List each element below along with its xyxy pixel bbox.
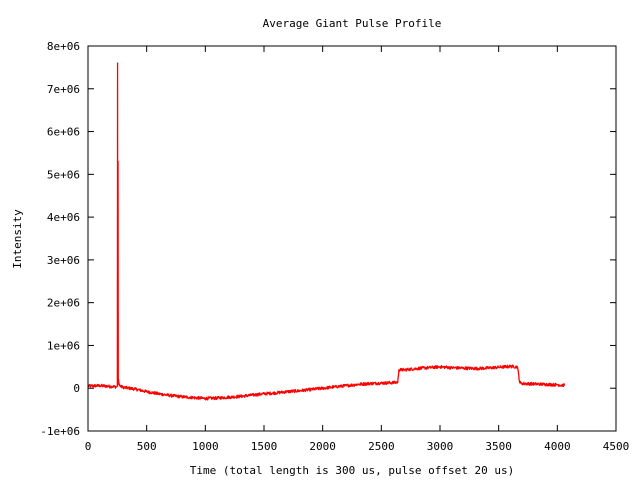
data-point: [117, 379, 120, 381]
data-point: [415, 367, 418, 370]
y-axis-label: Intensity: [11, 209, 24, 269]
data-point: [119, 385, 121, 387]
y-tick-label: 7e+06: [47, 83, 80, 96]
data-point: [193, 397, 195, 399]
y-tick-label: 8e+06: [47, 40, 80, 53]
data-point: [116, 62, 119, 64]
plot-frame: [87, 45, 617, 432]
data-point: [115, 386, 117, 388]
data-point: [404, 369, 406, 371]
x-tick-label: 3500: [485, 440, 512, 453]
x-tick-label: 2000: [309, 440, 336, 453]
data-point: [157, 393, 159, 395]
data-point: [516, 366, 519, 368]
data-point: [392, 382, 394, 384]
data-point: [118, 381, 120, 383]
y-tick-label: 3e+06: [47, 254, 80, 267]
y-tick-label: 6e+06: [47, 126, 80, 139]
data-point: [398, 369, 400, 371]
data-point: [116, 385, 118, 387]
data-point: [519, 382, 521, 384]
axis-ticks: 0 500 1000 1500 2000 2500 3000 3500 4000 4500 -1e+…: [40, 40, 629, 453]
data-point: [181, 396, 183, 398]
data-point: [397, 381, 399, 383]
data-point: [509, 365, 511, 368]
data-point: [275, 392, 277, 394]
data-point: [99, 385, 101, 387]
x-tick-label: 1500: [251, 440, 278, 453]
data-point: [286, 391, 289, 393]
data-point: [322, 387, 324, 389]
x-tick-label: 4500: [603, 440, 630, 453]
data-point: [146, 391, 148, 393]
x-tick-label: 4000: [544, 440, 571, 453]
x-tick-label: 1000: [192, 440, 219, 453]
data-point: [380, 382, 382, 384]
data-point: [486, 367, 488, 369]
y-tick-label: 5e+06: [47, 168, 80, 181]
data-point: [118, 383, 121, 385]
data-point: [263, 393, 265, 395]
y-tick-label: 1e+06: [47, 339, 80, 352]
y-tick-label: 2e+06: [47, 297, 80, 310]
data-point: [369, 382, 371, 385]
data-point: [117, 383, 119, 385]
data-point: [251, 394, 253, 396]
data-point: [122, 386, 124, 388]
data-point: [239, 395, 242, 397]
data-point: [556, 384, 558, 386]
data-point: [110, 385, 113, 388]
data-point: [204, 397, 206, 400]
data-point: [451, 367, 453, 369]
y-tick-label: 0: [73, 382, 80, 395]
data-point: [117, 160, 119, 163]
x-tick-label: 3000: [427, 440, 454, 453]
data-point: [357, 383, 359, 385]
data-point: [498, 366, 500, 368]
data-point: [216, 397, 218, 399]
data-point: [120, 385, 122, 388]
y-tick-label: -1e+06: [40, 425, 80, 438]
x-tick-label: 0: [85, 440, 92, 453]
x-tick-label: 2500: [368, 440, 395, 453]
data-point: [298, 390, 300, 392]
x-tick-label: 500: [137, 440, 157, 453]
data-point: [117, 374, 119, 376]
series-line: [87, 62, 566, 401]
data-point: [521, 382, 523, 385]
data-point: [462, 367, 465, 369]
data-point: [333, 386, 335, 388]
data-point: [345, 385, 347, 387]
data-point: [310, 388, 312, 391]
data-point: [439, 366, 441, 368]
chart-title: Average Giant Pulse Profile: [263, 17, 442, 30]
data-point: [545, 383, 547, 385]
plot-area: [87, 62, 566, 401]
x-axis-label: Time (total length is 300 us, pulse offs…: [190, 464, 515, 477]
data-point: [474, 367, 476, 370]
data-point: [169, 394, 171, 397]
data-point: [134, 388, 136, 390]
data-point: [228, 396, 230, 398]
data-point: [563, 384, 565, 386]
data-point: [427, 367, 429, 369]
data-point: [533, 383, 535, 385]
y-tick-label: 4e+06: [47, 211, 80, 224]
